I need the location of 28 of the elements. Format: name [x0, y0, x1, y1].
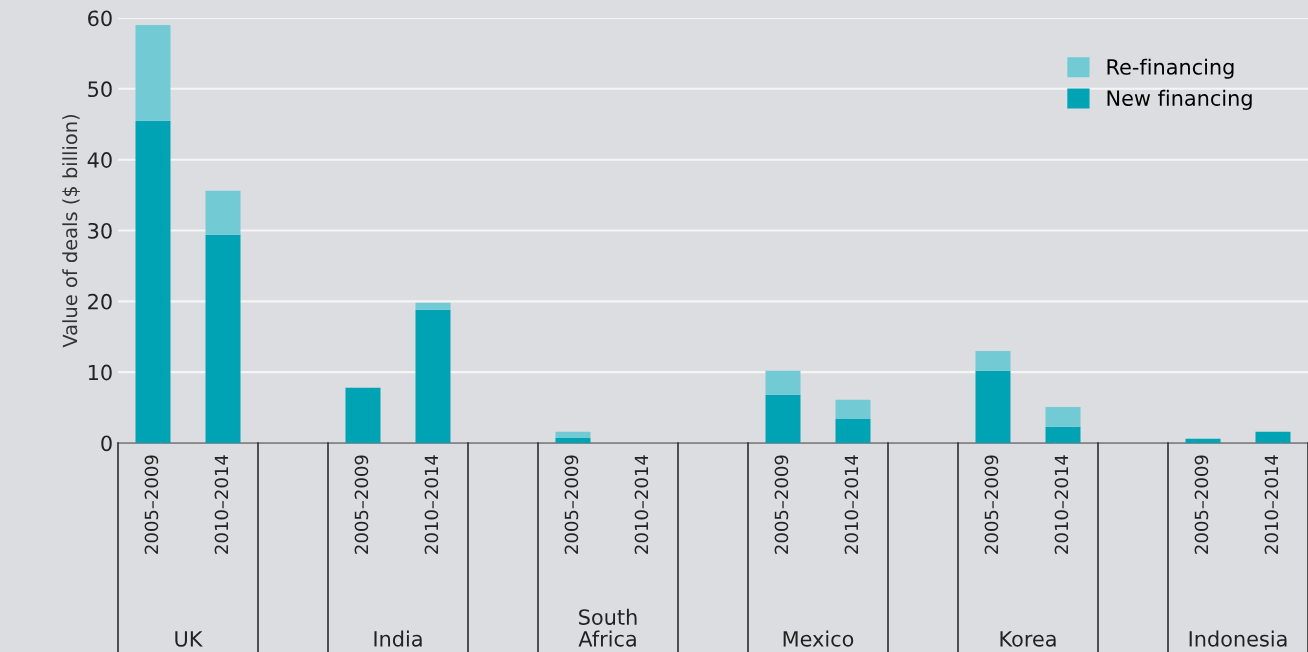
- legend-label: New financing: [1107, 89, 1252, 110]
- x-tick-label: 2010–2014: [214, 455, 229, 554]
- text: Mexico: [783, 630, 854, 647]
- y-tick-label: 50: [88, 81, 112, 98]
- text: Korea: [1000, 631, 1056, 647]
- y-tick-label: 30: [88, 222, 112, 239]
- x-tick-label: 2005–2009: [984, 455, 999, 554]
- text: UK: [175, 631, 203, 647]
- x-tick-label: 2010–2014: [844, 455, 859, 554]
- x-tick-label: 2005–2009: [144, 455, 159, 554]
- y-tick-label: 40: [87, 152, 112, 168]
- x-tick-label: 2010–2014: [1264, 455, 1279, 554]
- y-tick-label: 60: [88, 10, 112, 27]
- legend-label: Re-financing: [1107, 58, 1234, 79]
- x-tick-label: 2005–2009: [564, 455, 579, 554]
- text: Indonesia: [1189, 630, 1287, 647]
- text: India: [374, 630, 422, 647]
- y-tick-label: 20: [88, 293, 112, 310]
- y-tick-label: 0: [101, 435, 112, 452]
- x-tick-label: 2010–2014: [634, 455, 649, 554]
- text: South Africa: [578, 608, 637, 647]
- x-tick-label: 2005–2009: [354, 455, 369, 554]
- x-tick-label: 2005–2009: [1194, 455, 1209, 554]
- x-tick-label: 2005–2009: [774, 455, 789, 554]
- y-tick-label: 10: [88, 364, 112, 381]
- x-tick-label: 2010–2014: [424, 455, 439, 554]
- x-tick-label: 2010–2014: [1054, 455, 1069, 554]
- y-axis-title: Value of deals ($ billion): [62, 115, 80, 348]
